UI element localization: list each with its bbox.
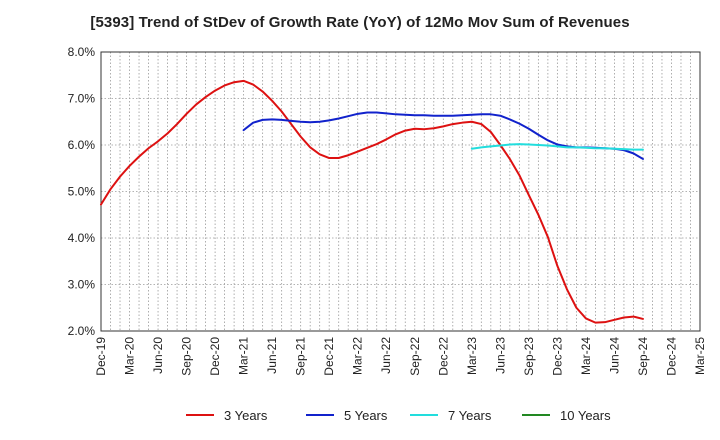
x-tick-label: Jun-21 — [265, 337, 279, 374]
x-tick-label: Jun-24 — [607, 337, 621, 374]
x-tick-label: Mar-22 — [351, 337, 365, 375]
x-tick-label: Jun-22 — [379, 337, 393, 374]
series-line-7-years — [470, 143, 644, 151]
grid-lines — [100, 52, 701, 331]
y-tick-label: 7.0% — [68, 92, 96, 106]
x-tick-label: Dec-22 — [436, 337, 450, 376]
series-line-3-years — [100, 79, 644, 324]
y-tick-label: 6.0% — [68, 138, 96, 152]
x-tick-label: Mar-23 — [465, 337, 479, 375]
x-tick-label: Sep-24 — [636, 337, 650, 376]
legend: 3 Years 5 Years 7 Years 10 Years — [186, 408, 611, 423]
x-tick-label: Mar-20 — [123, 337, 137, 375]
x-tick-label: Jun-23 — [493, 337, 507, 374]
y-tick-label: 3.0% — [68, 278, 96, 292]
x-tick-label: Sep-21 — [294, 337, 308, 376]
x-tick-label: Dec-24 — [664, 337, 678, 376]
x-tick-label: Mar-25 — [693, 337, 707, 375]
legend-label: 10 Years — [560, 408, 611, 423]
legend-label: 5 Years — [344, 408, 388, 423]
series-lines — [100, 79, 644, 324]
x-tick-label: Sep-23 — [522, 337, 536, 376]
legend-label: 7 Years — [448, 408, 492, 423]
chart-title: [5393] Trend of StDev of Growth Rate (Yo… — [90, 14, 630, 31]
x-tick-label: Sep-20 — [180, 337, 194, 376]
axes: 2.0% 3.0% 4.0% 5.0% 6.0% 7.0% 8.0% Dec-19 Mar-20… — [68, 45, 707, 376]
y-tick-label: 8.0% — [68, 45, 96, 59]
y-tick-label: 2.0% — [68, 324, 96, 338]
x-tick-label: Jun-20 — [151, 337, 165, 374]
y-tick-label: 4.0% — [68, 231, 96, 245]
x-tick-label: Dec-19 — [94, 337, 108, 376]
x-tick-label: Mar-24 — [579, 337, 593, 375]
plot-area — [101, 52, 700, 331]
plot-border — [100, 51, 701, 332]
legend-label: 3 Years — [224, 408, 268, 423]
x-tick-label: Mar-21 — [237, 337, 251, 375]
x-tick-label: Dec-21 — [322, 337, 336, 376]
x-tick-label: Sep-22 — [408, 337, 422, 376]
x-tick-label: Dec-20 — [208, 337, 222, 376]
y-tick-label: 5.0% — [68, 185, 96, 199]
x-tick-label: Dec-23 — [550, 337, 564, 376]
